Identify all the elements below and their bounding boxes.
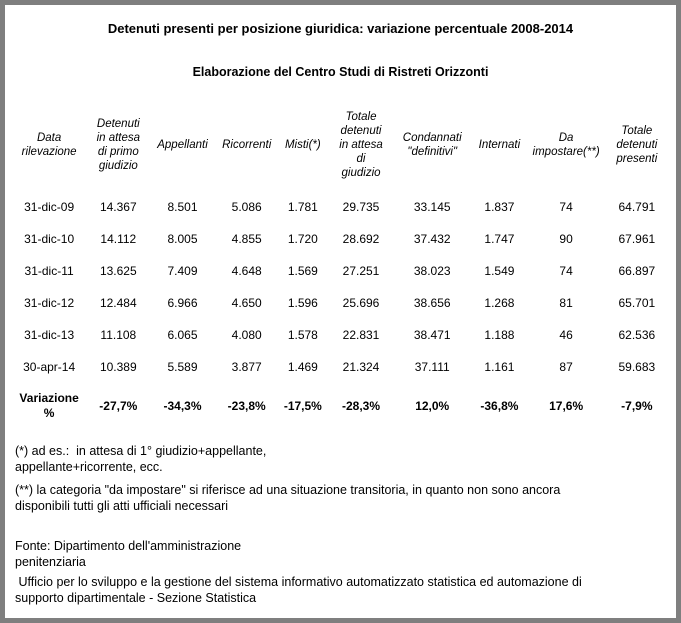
value-cell: 5.086 <box>231 200 262 214</box>
value-cell: 7.409 <box>167 264 198 278</box>
value-cell: 87 <box>559 360 573 374</box>
value-cell: 29.735 <box>342 200 380 214</box>
column-header: Data rilevazione <box>21 131 77 158</box>
value-cell: 21.324 <box>342 360 380 374</box>
value-cell: 1.469 <box>287 360 318 374</box>
value-cell: 25.696 <box>342 296 380 310</box>
value-cell: 90 <box>559 232 573 246</box>
column-header: Totale detenuti presenti <box>616 124 658 165</box>
variation-value-cell: -34,3% <box>163 398 202 413</box>
value-cell: 38.656 <box>413 296 451 310</box>
value-cell: 33.145 <box>413 200 451 214</box>
value-cell: 1.781 <box>287 200 318 214</box>
value-cell: 1.747 <box>484 232 515 246</box>
value-cell: 66.897 <box>618 264 656 278</box>
date-cell: 31-dic-10 <box>24 232 75 246</box>
variation-value-cell: -7,9% <box>621 398 653 413</box>
value-cell: 1.569 <box>287 264 318 278</box>
variation-value-cell: 12,0% <box>415 398 450 413</box>
value-cell: 46 <box>559 328 573 342</box>
value-cell: 1.578 <box>287 328 318 342</box>
column-header: Totale detenuti in attesa di giudizio <box>339 110 383 180</box>
value-cell: 11.108 <box>100 328 137 342</box>
table-row: 31-dic-10 14.112 8.005 4.855 1.720 28.692 37.4… <box>11 223 670 255</box>
value-cell: 1.549 <box>484 264 515 278</box>
variation-value-cell: -27,7% <box>99 398 138 413</box>
column-header: Da impostare(**) <box>532 131 600 158</box>
value-cell: 64.791 <box>618 200 656 214</box>
column-header: Appellanti <box>157 138 208 151</box>
value-cell: 22.831 <box>342 328 380 342</box>
value-cell: 28.692 <box>342 232 380 246</box>
variation-value-cell: -23,8% <box>227 398 266 413</box>
page-subtitle: Elaborazione del Centro Studi di Ristret… <box>192 65 489 79</box>
value-cell: 59.683 <box>618 360 656 374</box>
value-cell: 27.251 <box>342 264 380 278</box>
detainees-table: Data rilevazione Detenuti in attesa di pr… <box>11 99 670 429</box>
value-cell: 1.188 <box>484 328 515 342</box>
table-row: 31-dic-11 13.625 7.409 4.648 1.569 27.251 38.0… <box>11 255 670 287</box>
table-header-row: Data rilevazione Detenuti in attesa di pr… <box>11 99 670 191</box>
footnote-double-asterisk: (**) la categoria "da impostare" si rife… <box>15 482 561 513</box>
value-cell: 81 <box>559 296 573 310</box>
value-cell: 1.720 <box>287 232 318 246</box>
source-block: Fonte: Dipartimento dell'amministrazione… <box>11 538 670 606</box>
column-header: Detenuti in attesa di primo giudizio <box>96 117 141 173</box>
date-cell: 31-dic-13 <box>24 328 75 342</box>
value-cell: 8.501 <box>167 200 198 214</box>
value-cell: 1.596 <box>287 296 318 310</box>
value-cell: 10.389 <box>99 360 137 374</box>
value-cell: 4.648 <box>231 264 262 278</box>
value-cell: 37.432 <box>413 232 451 246</box>
column-header: Internati <box>478 138 521 151</box>
table-row: 31-dic-13 11.108 6.065 4.080 1.578 22.831 38.4… <box>11 319 670 351</box>
value-cell: 14.112 <box>100 232 137 246</box>
value-cell: 74 <box>559 264 573 278</box>
value-cell: 67.961 <box>618 232 656 246</box>
value-cell: 6.966 <box>167 296 198 310</box>
date-cell: 31-dic-12 <box>24 296 75 310</box>
value-cell: 1.837 <box>484 200 515 214</box>
table-row: 31-dic-09 14.367 8.501 5.086 1.781 29.735 33.1… <box>11 191 670 223</box>
column-header: Ricorrenti <box>222 138 272 151</box>
source-office: Ufficio per lo sviluppo e la gestione de… <box>15 574 582 605</box>
date-cell: 30-apr-14 <box>23 360 76 374</box>
value-cell: 6.065 <box>167 328 198 342</box>
value-cell: 5.589 <box>167 360 198 374</box>
value-cell: 38.471 <box>413 328 451 342</box>
value-cell: 12.484 <box>99 296 137 310</box>
variation-value-cell: -28,3% <box>342 398 381 413</box>
value-cell: 4.855 <box>231 232 262 246</box>
variation-label: Variazione % <box>19 391 79 420</box>
value-cell: 38.023 <box>413 264 451 278</box>
date-cell: 31-dic-09 <box>24 200 75 214</box>
footnotes: (*) ad es.: in attesa di 1° giudizio+app… <box>11 443 670 514</box>
variation-value-cell: 17,6% <box>549 398 584 413</box>
value-cell: 14.367 <box>99 200 137 214</box>
variation-value-cell: -36,8% <box>480 398 519 413</box>
value-cell: 4.650 <box>231 296 262 310</box>
value-cell: 62.536 <box>618 328 656 342</box>
column-header: Condannati "definitivi" <box>402 131 462 158</box>
footnote-asterisk: (*) ad es.: in attesa di 1° giudizio+app… <box>15 444 267 475</box>
value-cell: 1.161 <box>484 360 515 374</box>
source-fonte: Fonte: Dipartimento dell'amministrazione… <box>15 539 242 570</box>
value-cell: 8.005 <box>167 232 198 246</box>
page-title: Detenuti presenti per posizione giuridic… <box>107 21 574 36</box>
value-cell: 3.877 <box>231 360 262 374</box>
value-cell: 74 <box>559 200 573 214</box>
variation-value-cell: -17,5% <box>283 398 322 413</box>
value-cell: 37.111 <box>414 360 450 374</box>
value-cell: 65.701 <box>618 296 656 310</box>
column-header: Misti(*) <box>284 138 321 151</box>
table-row: 31-dic-12 12.484 6.966 4.650 1.596 25.696 38.6… <box>11 287 670 319</box>
table-row: 30-apr-14 10.389 5.589 3.877 1.469 21.324 37.1… <box>11 351 670 383</box>
value-cell: 1.268 <box>484 296 515 310</box>
value-cell: 4.080 <box>231 328 262 342</box>
value-cell: 13.625 <box>99 264 137 278</box>
variation-row: Variazione % -27,7% -34,3% -23,8% -17,5% -28… <box>11 383 670 429</box>
date-cell: 31-dic-11 <box>24 264 74 278</box>
